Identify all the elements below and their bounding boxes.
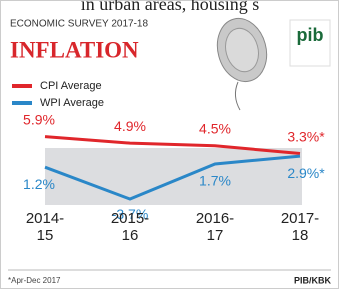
data-label: 4.9%: [114, 118, 146, 134]
logo-text: pib: [297, 25, 324, 45]
x-tick-label: 2017- 18: [270, 210, 330, 244]
data-label: 1.2%: [23, 176, 55, 192]
data-label: 4.5%: [199, 120, 231, 136]
data-label: 1.7%: [199, 173, 231, 189]
source: PIB/KBK: [294, 275, 332, 285]
legend-label: CPI Average: [40, 80, 102, 92]
data-label: 3.3%*: [287, 128, 325, 144]
x-tick-label: 2015- 16: [100, 210, 160, 244]
data-label: 5.9%: [23, 111, 55, 127]
chart: in urban areas, housing s ECONOMIC SURVE…: [0, 0, 339, 289]
x-tick-label: 2014- 15: [15, 210, 75, 244]
chart-title: INFLATION: [10, 37, 139, 62]
page: {"chart_data": {"type": "line", "context…: [0, 0, 339, 289]
legend-label: WPI Average: [40, 97, 104, 109]
x-tick-label: 2016- 17: [185, 210, 245, 244]
data-label: 2.9%*: [287, 165, 325, 181]
context-text: in urban areas, housing s: [81, 0, 259, 14]
subtitle: ECONOMIC SURVEY 2017-18: [10, 19, 148, 30]
footnote: *Apr-Dec 2017: [8, 276, 61, 285]
shaded-band: [45, 148, 302, 205]
